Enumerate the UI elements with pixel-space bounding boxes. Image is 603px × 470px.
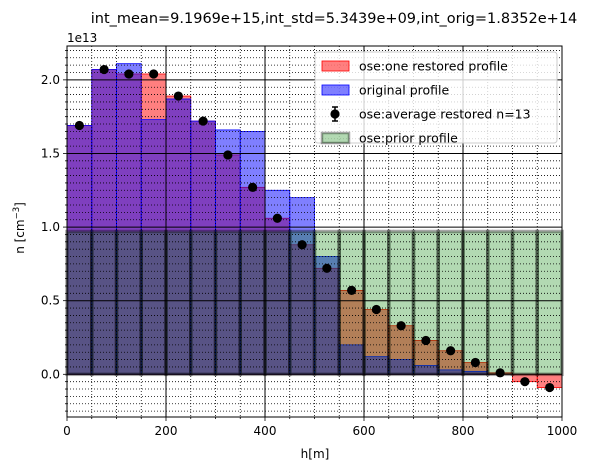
y-tick-label: 1.5 — [41, 146, 60, 160]
y-tick-label: 0.0 — [41, 367, 60, 381]
point-average-18 — [520, 377, 530, 387]
bar-prior-5 — [189, 229, 218, 377]
legend-label-one-restored: ose:one restored profile — [359, 59, 508, 74]
x-tick-label: 600 — [353, 424, 376, 438]
x-tick-label: 1000 — [547, 424, 578, 438]
bar-prior-18 — [510, 229, 539, 377]
y-axis-label-exp: −3 — [12, 207, 22, 220]
point-average-16 — [470, 357, 480, 368]
bar-prior-16 — [461, 229, 490, 377]
y-tick-label: 2.0 — [41, 73, 60, 87]
point-average-11 — [347, 285, 357, 295]
bar-prior-8 — [263, 229, 292, 377]
legend-swatch-prior — [320, 131, 351, 145]
bar-prior-12 — [362, 229, 391, 377]
legend-swatch-average — [330, 109, 340, 119]
bar-prior-13 — [387, 229, 416, 377]
point-average-1 — [99, 64, 109, 75]
bar-prior-19 — [535, 229, 564, 377]
point-average-14 — [421, 335, 431, 346]
y-axis-label: n [cm−3] — [12, 202, 27, 254]
bar-prior-1 — [90, 229, 119, 377]
bar-original-6 — [215, 129, 241, 375]
point-average-4 — [173, 91, 183, 101]
point-average-2 — [124, 69, 134, 79]
legend-label-prior: ose:prior profile — [359, 131, 458, 146]
point-average-9 — [297, 240, 307, 250]
point-average-15 — [446, 346, 456, 356]
bar-prior-17 — [486, 229, 515, 377]
bar-prior-14 — [411, 229, 440, 377]
x-tick-label: 200 — [155, 424, 178, 438]
bar-prior-0 — [65, 229, 94, 377]
y-tick-label: 0.5 — [41, 294, 60, 308]
y-axis-label-close: ] — [13, 202, 27, 207]
point-average-12 — [371, 304, 381, 315]
ticks: 0 200 400 600 800 1000 0.0 0.5 1.0 1.5 2.0 — [41, 50, 577, 438]
x-tick-label: 800 — [452, 424, 475, 438]
bar-prior-11 — [337, 229, 366, 377]
point-average-7 — [248, 182, 258, 192]
point-average-0 — [74, 120, 84, 131]
bar-original-0 — [66, 125, 93, 375]
legend-swatch-original — [321, 84, 350, 96]
legend-label-average: ose:average restored n=13 — [359, 107, 531, 122]
bar-prior-2 — [114, 229, 143, 377]
bar-prior-4 — [164, 229, 193, 377]
x-axis-label: h[m] — [301, 447, 330, 461]
bar-prior-7 — [238, 229, 267, 377]
x-tick-label: 400 — [254, 424, 277, 438]
bar-prior-10 — [312, 229, 341, 377]
point-average-3 — [149, 69, 159, 79]
legend-label-original: original profile — [359, 83, 449, 98]
bar-prior-6 — [213, 229, 242, 377]
legend: ose:one restored profile original profile… — [314, 51, 558, 146]
bar-original-10 — [314, 256, 340, 375]
y-axis-label-base: n [cm — [13, 219, 27, 253]
chart-title: int_mean=9.1969e+15,int_std=5.3439e+09,i… — [91, 11, 578, 27]
point-average-13 — [396, 321, 406, 331]
legend-box — [314, 51, 558, 144]
bar-original-7 — [239, 130, 266, 375]
y-offset-label: 1e13 — [67, 31, 97, 45]
point-average-19 — [545, 382, 555, 393]
legend-swatch-one-restored — [321, 60, 350, 72]
point-average-5 — [198, 116, 208, 126]
point-average-6 — [223, 150, 233, 160]
series-prior — [65, 229, 564, 377]
bar-prior-3 — [139, 229, 168, 377]
bar-prior-9 — [288, 229, 317, 377]
x-tick-label: 0 — [63, 424, 71, 438]
point-average-17 — [495, 368, 505, 378]
point-average-10 — [322, 263, 332, 273]
y-tick-label: 1.0 — [41, 220, 60, 234]
point-average-8 — [272, 213, 282, 223]
series-average — [74, 64, 555, 393]
